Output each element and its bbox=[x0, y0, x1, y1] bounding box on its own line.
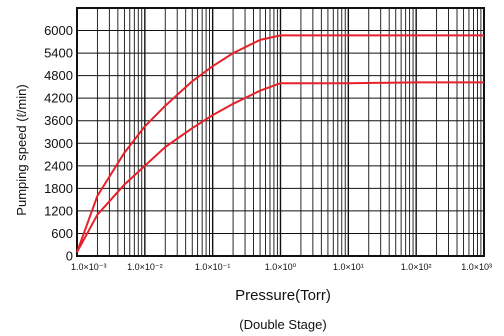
series-line-2 bbox=[76, 81, 484, 253]
x-axis-ticks: 1.0×10⁻³ 1.0×10⁻² 1.0×10⁻¹ 1.0×10⁰ 1.0×10¹ 1.… bbox=[71, 262, 492, 272]
y-tick-label: 3600 bbox=[44, 113, 73, 128]
x-tick-label: 1.0×10⁻² bbox=[127, 262, 163, 272]
y-tick-label: 3000 bbox=[44, 136, 73, 151]
x-tick-label: 1.0×10⁻³ bbox=[71, 262, 107, 272]
grid bbox=[76, 7, 485, 257]
x-tick-label: 1.0×10⁻¹ bbox=[195, 262, 231, 272]
series-line-1 bbox=[76, 34, 484, 253]
y-tick-label: 0 bbox=[66, 249, 73, 264]
y-tick-label: 5400 bbox=[44, 46, 73, 61]
plot-frame bbox=[76, 7, 485, 257]
y-tick-label: 2400 bbox=[44, 158, 73, 173]
x-tick-label: 1.0×10¹ bbox=[333, 262, 364, 272]
x-tick-label: 1.0×10⁰ bbox=[265, 262, 297, 272]
series-layer bbox=[76, 34, 484, 253]
y-axis-ticks: 0 600 1200 1800 2400 3000 3600 4200 4800 5400 6000 bbox=[44, 23, 73, 263]
y-tick-label: 4800 bbox=[44, 68, 73, 83]
y-axis-label: Pumping speed (ℓ/min) bbox=[14, 84, 29, 215]
y-tick-label: 600 bbox=[51, 226, 73, 241]
y-tick-label: 4200 bbox=[44, 91, 73, 106]
x-axis-label: Pressure(Torr) bbox=[235, 287, 331, 304]
chart-subtitle: (Double Stage) bbox=[239, 317, 326, 332]
y-tick-label: 1800 bbox=[44, 181, 73, 196]
x-tick-label: 1.0×10² bbox=[401, 262, 432, 272]
y-tick-label: 6000 bbox=[44, 23, 73, 38]
y-tick-label: 1200 bbox=[44, 203, 73, 218]
x-tick-label: 1.0×10³ bbox=[461, 262, 492, 272]
